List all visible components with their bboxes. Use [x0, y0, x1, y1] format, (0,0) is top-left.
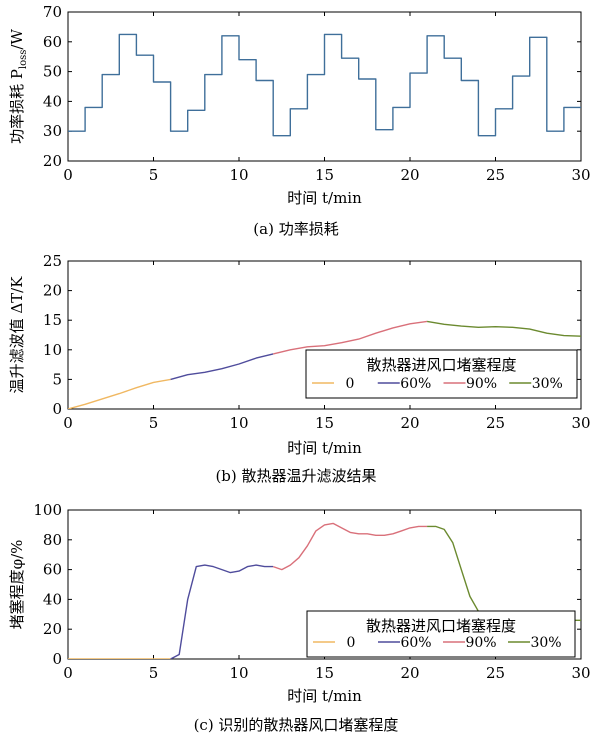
- y-tick-label: 10: [43, 341, 62, 359]
- chart-panel-1: 0 5 10 15 20 25 30 20 30 40 50 60 70 时间 t/min 功率损耗 Plo…: [8, 3, 591, 238]
- y-tick-label: 60: [43, 33, 62, 51]
- series-line: [68, 33, 581, 137]
- y-tick-label: 5: [52, 370, 62, 388]
- legend-entry: 90%: [465, 635, 496, 651]
- chart-caption: (a) 功率损耗: [253, 220, 338, 238]
- legend-entry: 60%: [400, 376, 431, 392]
- series-line-90pct: [272, 522, 428, 571]
- x-tick-label: 5: [149, 664, 159, 682]
- y-tick-label: 60: [43, 561, 62, 579]
- x-tick-label: 20: [400, 664, 419, 682]
- x-tick-label: 10: [229, 414, 248, 432]
- legend-title: 散热器进风口堵塞程度: [366, 617, 516, 635]
- series-line-0: [68, 378, 171, 409]
- y-axis-label-main: 堵塞程度φ/%: [8, 540, 26, 630]
- y-tick-label: 0: [52, 650, 62, 668]
- y-tick-label: 25: [43, 252, 62, 270]
- y-axis-label-main: 功率损耗 P: [8, 69, 26, 144]
- x-tick-label: 0: [63, 664, 73, 682]
- chart-panel-3: 0 5 10 15 20 25 30 0 20 40 60 80 100 时间 t/min 堵塞程度φ/% (…: [8, 501, 591, 734]
- y-tick-label: 40: [43, 92, 62, 110]
- x-tick-label: 0: [63, 166, 73, 184]
- x-tick-label: 5: [149, 166, 159, 184]
- x-tick-label: 25: [486, 166, 505, 184]
- y-tick-label: 20: [43, 152, 62, 170]
- x-tick-label: 20: [400, 166, 419, 184]
- y-axis-label-main: 温升滤波值 ΔT/K: [8, 276, 26, 394]
- x-tick-label: 20: [400, 414, 419, 432]
- y-tick-label: 0: [52, 400, 62, 418]
- x-tick-label: 10: [229, 166, 248, 184]
- series-line-30pct: [427, 525, 581, 621]
- y-tick-label: 100: [33, 501, 62, 519]
- legend-entry: 30%: [530, 635, 561, 651]
- chart-caption: (b) 散热器温升滤波结果: [215, 467, 376, 485]
- x-tick-label: 15: [315, 414, 334, 432]
- y-tick-label: 20: [43, 282, 62, 300]
- legend-title: 散热器进风口堵塞程度: [366, 356, 516, 374]
- series-line-60pct: [170, 564, 274, 659]
- y-axis-label: 温升滤波值 ΔT/K: [8, 276, 26, 394]
- legend-box: [305, 349, 578, 399]
- y-tick-label: 40: [43, 590, 62, 608]
- legend-entry: 0: [346, 376, 355, 392]
- x-axis-label: 时间 t/min: [287, 687, 362, 705]
- x-tick-label: 30: [571, 166, 590, 184]
- series-line-90pct: [273, 320, 428, 355]
- x-tick-label: 15: [315, 166, 334, 184]
- x-tick-label: 30: [571, 664, 590, 682]
- legend-box: [306, 610, 576, 658]
- y-axis-label-unit: /W: [8, 29, 26, 50]
- legend: 散热器进风口堵塞程度 0 60% 90% 30%: [305, 349, 578, 399]
- x-tick-label: 25: [486, 664, 505, 682]
- x-tick-label: 0: [63, 414, 73, 432]
- legend-entry: 90%: [466, 376, 497, 392]
- legend-entry: 30%: [532, 376, 563, 392]
- legend: 散热器进风口堵塞程度 0 60% 90% 30%: [306, 610, 576, 658]
- x-tick-label: 10: [229, 664, 248, 682]
- y-tick-label: 20: [43, 620, 62, 638]
- chart-panel-2: 0 5 10 15 20 25 30 0 5 10 15 20 25 时间 t/min 温升滤波值 ΔT/K…: [8, 252, 591, 485]
- series-line-60pct: [170, 353, 274, 381]
- x-tick-label: 30: [571, 414, 590, 432]
- y-tick-label: 80: [43, 531, 62, 549]
- x-axis-label: 时间 t/min: [287, 439, 362, 457]
- chart-caption: (c) 识别的散热器风口堵塞程度: [194, 716, 399, 734]
- y-tick-label: 30: [43, 122, 62, 140]
- y-tick-label: 70: [43, 3, 62, 21]
- x-axis-label: 时间 t/min: [287, 189, 362, 207]
- series-line-30pct: [426, 320, 581, 337]
- y-tick-label: 15: [43, 311, 62, 329]
- x-tick-label: 15: [315, 664, 334, 682]
- x-tick-label: 25: [486, 414, 505, 432]
- y-axis-label-sub: loss: [18, 50, 29, 69]
- x-tick-label: 5: [149, 414, 159, 432]
- legend-entry: 60%: [400, 635, 431, 651]
- y-axis-label: 功率损耗 Ploss/W: [8, 29, 29, 144]
- y-tick-label: 50: [43, 63, 62, 81]
- legend-entry: 0: [347, 635, 356, 651]
- y-axis-label: 堵塞程度φ/%: [8, 540, 26, 630]
